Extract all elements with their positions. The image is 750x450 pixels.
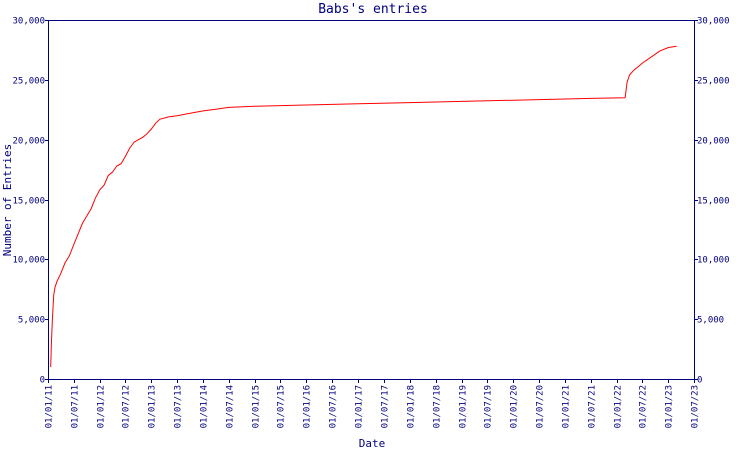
x-tick-label: 01/01/23 xyxy=(665,385,675,428)
x-tick-label: 01/01/22 xyxy=(614,385,624,428)
y-tick-label-right: 10,000 xyxy=(697,256,730,266)
plot-frame xyxy=(48,20,695,380)
y-tick-label-left: 30,000 xyxy=(12,17,45,27)
x-tick-label: 01/01/12 xyxy=(97,385,107,428)
x-axis: 01/01/11 01/07/11 01/01/12 01/07/12 01/01/13… xyxy=(45,379,701,428)
y-tick-label-right: 25,000 xyxy=(697,77,730,87)
x-tick-label: 01/01/21 xyxy=(562,385,572,428)
x-tick-label: 01/07/18 xyxy=(433,385,443,428)
x-tick-label: 01/07/16 xyxy=(329,385,339,428)
x-tick-label: 01/01/11 xyxy=(45,385,55,428)
x-tick-label: 01/07/21 xyxy=(588,385,598,428)
y-axis-label: Number of Entries xyxy=(1,144,14,257)
x-tick-label: 01/01/18 xyxy=(407,385,417,428)
x-tick-label: 01/01/13 xyxy=(148,385,158,428)
x-tick-label: 01/07/19 xyxy=(484,385,494,428)
x-tick-label: 01/01/20 xyxy=(510,385,520,428)
y-tick-label-left: 5,000 xyxy=(18,316,45,326)
y-tick-label-right: 5,000 xyxy=(697,316,724,326)
x-tick-label: 01/01/16 xyxy=(303,385,313,428)
x-tick-label: 01/01/17 xyxy=(355,385,365,428)
y-tick-label-right: 30,000 xyxy=(697,17,730,27)
x-tick-label: 01/07/17 xyxy=(381,385,391,428)
x-tick-label: 01/07/12 xyxy=(122,385,132,428)
y-axis-right: 0 5,000 10,000 15,000 20,000 25,000 30,000 xyxy=(694,17,730,386)
x-tick-label: 01/01/14 xyxy=(200,385,210,428)
series-line xyxy=(50,45,677,368)
y-tick-label-right: 15,000 xyxy=(697,197,730,207)
x-tick-label: 01/01/15 xyxy=(252,385,262,428)
x-tick-label: 01/07/14 xyxy=(226,385,236,428)
y-axis-left: 0 5,000 10,000 15,000 20,000 25,000 30,000 xyxy=(12,17,49,386)
x-tick-label: 01/01/19 xyxy=(459,385,469,428)
x-tick-label: 01/07/23 xyxy=(691,385,701,428)
y-tick-label-left: 20,000 xyxy=(12,137,45,147)
y-tick-label-left: 10,000 xyxy=(12,256,45,266)
y-tick-label-left: 0 xyxy=(40,376,45,386)
y-tick-label-right: 20,000 xyxy=(697,137,730,147)
x-tick-label: 01/07/20 xyxy=(536,385,546,428)
y-tick-label-right: 0 xyxy=(697,376,702,386)
chart-title: Babs's entries xyxy=(318,2,428,17)
x-axis-label: Date xyxy=(359,437,386,450)
x-tick-label: 01/07/11 xyxy=(71,385,81,428)
y-tick-label-left: 25,000 xyxy=(12,77,45,87)
series-group xyxy=(50,45,677,368)
y-tick-label-left: 15,000 xyxy=(12,197,45,207)
x-tick-label: 01/07/22 xyxy=(639,385,649,428)
x-tick-label: 01/07/15 xyxy=(277,385,287,428)
x-tick-label: 01/07/13 xyxy=(174,385,184,428)
